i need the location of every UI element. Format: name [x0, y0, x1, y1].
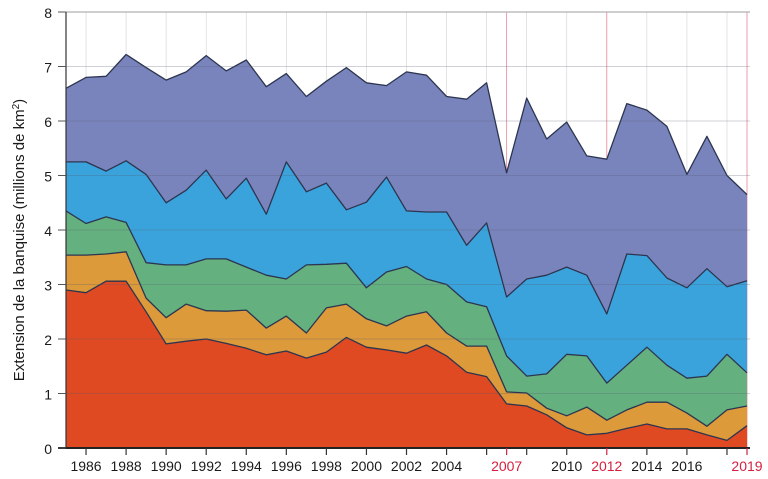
y-tick-label-6: 6: [44, 114, 52, 130]
x-tick-label-2004: 2004: [431, 458, 462, 474]
axes: [58, 11, 750, 449]
y-axis-label-close: ): [11, 99, 28, 104]
y-tick-label-3: 3: [44, 278, 52, 294]
x-tick-label-1996: 1996: [271, 458, 302, 474]
area-layer-5-purple: [66, 54, 747, 314]
y-axis-label-main: Extension de la banquise (millions de km: [11, 109, 28, 381]
x-tick-label-2000: 2000: [351, 458, 382, 474]
x-tick-label-2012: 2012: [591, 458, 622, 474]
y-tick-label-0: 0: [44, 441, 52, 457]
x-tick-label-2014: 2014: [631, 458, 662, 474]
x-tick-label-2019: 2019: [731, 458, 762, 474]
stacked-areas: [65, 53, 748, 448]
x-tick-label-2010: 2010: [551, 458, 582, 474]
x-tick-label-1990: 1990: [151, 458, 182, 474]
x-tick-label-2016: 2016: [671, 458, 702, 474]
line-layer-2-orange: [66, 251, 748, 427]
x-tick-label-1992: 1992: [191, 458, 222, 474]
area-layer-2-orange: [66, 251, 747, 441]
y-axis-label-sup: 2: [11, 103, 22, 109]
line-layer-1-red: [65, 280, 748, 442]
area-layer-3-green: [66, 210, 747, 427]
y-tick-label-2: 2: [44, 332, 52, 348]
y-tick-label-7: 7: [44, 60, 52, 76]
y-tick-label-5: 5: [44, 169, 52, 185]
x-tick-label-2002: 2002: [391, 458, 422, 474]
y-ticks: 0 1 2 3 4 5 6 7 8: [44, 5, 66, 457]
line-layer-4-blue: [66, 160, 748, 315]
line-layer-5-purple: [65, 53, 748, 196]
x-tick-label-1998: 1998: [311, 458, 342, 474]
x-tick-label-2007: 2007: [491, 458, 522, 474]
y-tick-label-8: 8: [44, 5, 52, 21]
x-tick-label-1988: 1988: [111, 458, 142, 474]
y-tick-label-1: 1: [44, 387, 52, 403]
y-axis-label: Extension de la banquise (millions de km…: [11, 99, 29, 381]
line-layer-3-green: [65, 210, 748, 384]
area-layer-4-blue: [66, 160, 747, 384]
y-tick-label-4: 4: [44, 223, 52, 239]
x-tick-label-1986: 1986: [70, 458, 101, 474]
x-ticks: 1986 1988 1990 1992 1994 1996 1998 2000 2002 2004…: [70, 448, 763, 474]
area-layer-1-red: [66, 281, 747, 448]
x-tick-label-1994: 1994: [231, 458, 262, 474]
